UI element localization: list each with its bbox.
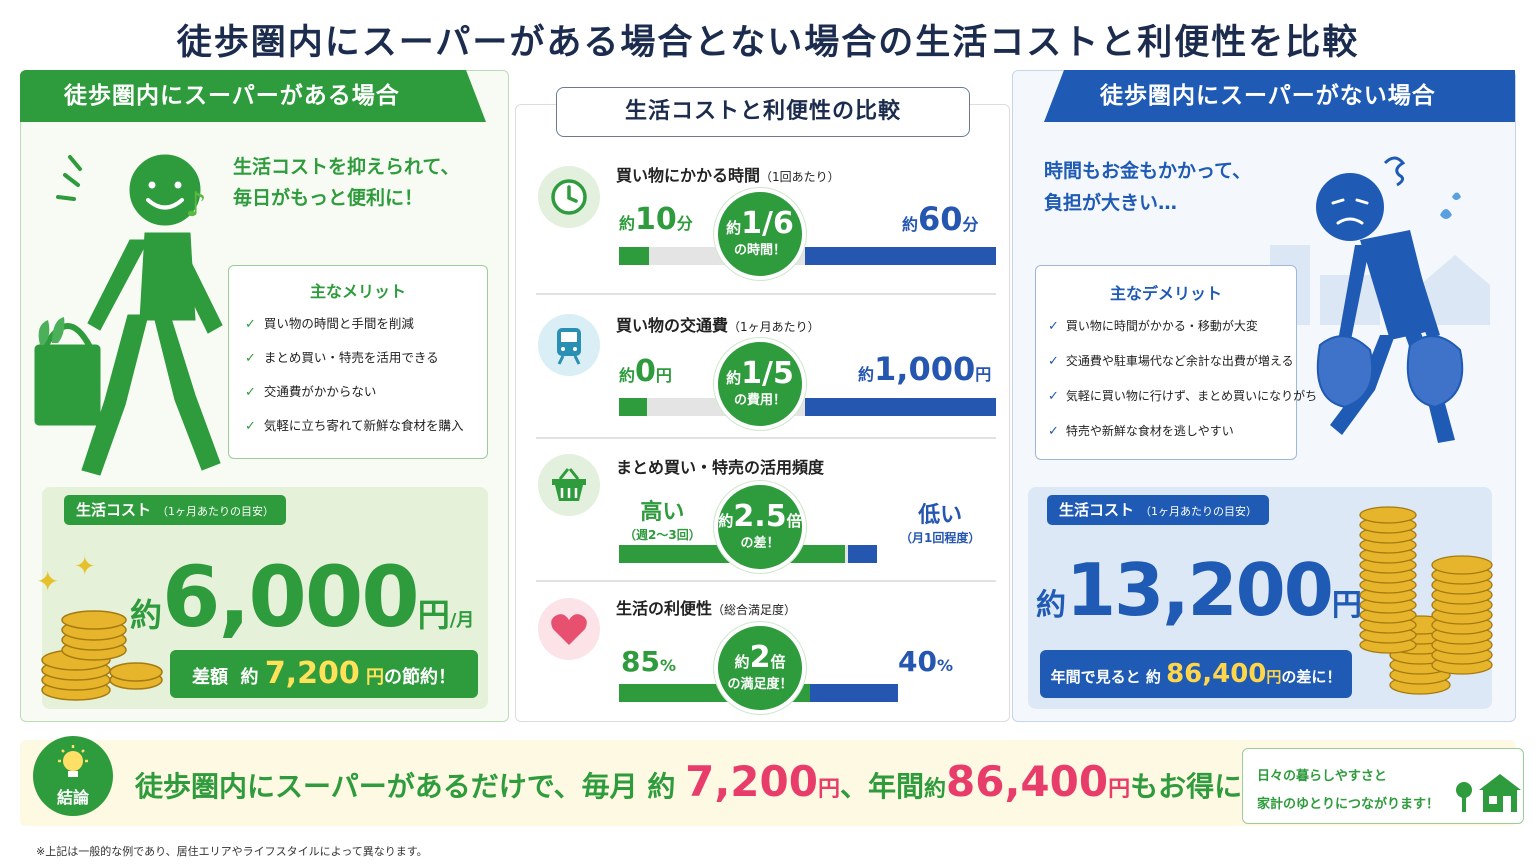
convenience-right-value: 40% <box>898 645 953 678</box>
house-icon <box>1456 774 1521 812</box>
comparison-header: 生活コストと利便性の比較 <box>556 87 970 137</box>
bulk-right-value: 低い （月1回程度） <box>900 503 981 545</box>
train-icon <box>538 314 600 376</box>
sweat-icon <box>1440 192 1461 219</box>
check-icon: ✓ <box>245 385 256 400</box>
transport-right-value: 約1,000円 <box>858 350 992 388</box>
divider <box>536 437 996 439</box>
right-panel-header: 徒歩圏内にスーパーがない場合 <box>1044 70 1515 122</box>
row-title-transport: 買い物の交通費（1ヶ月あたり） <box>616 316 820 335</box>
list-item: ✓ まとめ買い・特売を活用できる <box>245 350 439 366</box>
check-icon: ✓ <box>245 419 256 434</box>
check-icon: ✓ <box>1048 319 1059 334</box>
time-left-value: 約10分 <box>619 202 693 237</box>
divider <box>536 580 996 582</box>
bar-right-time <box>805 247 996 265</box>
right-cost-value: 約13,200円/月 <box>1036 548 1384 632</box>
footnote: ※上記は一般的な例であり、居住エリアやライフスタイルによって異なります。 <box>36 845 428 858</box>
sparkle-icon: ✦ <box>74 552 96 582</box>
transport-left-value: 約0円 <box>619 354 672 389</box>
conclusion-text: 徒歩圏内にスーパーがあるだけで、毎月 約 7,200円、年間約86,400円もお… <box>135 757 1271 806</box>
right-annual-diff-banner: 年間で見ると 約 86,400円の差に！ <box>1040 650 1352 698</box>
left-cost-label: 生活コスト （1ヶ月あたりの目安） <box>64 495 287 525</box>
page-title: 徒歩圏内にスーパーがある場合とない場合の生活コストと利便性を比較 <box>176 23 1360 63</box>
coin-stack-icon <box>41 610 163 701</box>
basket-icon <box>538 454 600 516</box>
list-item: ✓ 気軽に買い物に行けず、まとめ買いになりがち <box>1048 389 1318 404</box>
ratio-badge-bulk: 約2.5倍 の差！ <box>714 481 806 573</box>
list-item: ✓ 交通費や駐車場代など余計な出費が増える <box>1048 354 1294 369</box>
bar-right-bulk <box>848 545 877 563</box>
music-note-icon: ♪ <box>185 185 207 225</box>
coin-stack-icon <box>1359 506 1493 695</box>
right-slogan: 時間もお金もかかって、 負担が大きい… <box>1044 160 1252 214</box>
list-item: ✓ 買い物の時間と手間を削減 <box>245 316 414 332</box>
list-item: ✓ 買い物に時間がかかる・移動が大変 <box>1048 319 1258 334</box>
row-title-convenience: 生活の利便性（総合満足度） <box>616 599 797 618</box>
left-panel-header: 徒歩圏内にスーパーがある場合 <box>20 70 486 122</box>
dizzy-icon <box>1383 156 1406 187</box>
bar-left-time <box>619 247 649 265</box>
happy-walker-figure <box>34 154 223 476</box>
list-item: ✓ 気軽に立ち寄れて新鮮な食材を購入 <box>245 418 464 434</box>
ratio-badge-convenience: 約2倍 の満足度！ <box>714 622 806 714</box>
clock-icon <box>538 166 600 228</box>
row-title-time: 買い物にかかる時間（1回あたり） <box>616 166 840 185</box>
check-icon: ✓ <box>245 351 256 366</box>
demerits-list: ✓ 買い物に時間がかかる・移動が大変 ✓ 交通費や駐車場代など余計な出費が増える ✓… <box>1048 316 1317 456</box>
demerits-title: 主なデメリット <box>1109 284 1222 303</box>
left-savings-banner: 差額 約 7,200 円の節約！ <box>170 650 478 698</box>
heart-icon <box>538 598 600 660</box>
conclusion-badge: 結論 <box>33 736 113 816</box>
tired-walker-figure <box>1316 156 1464 443</box>
check-icon: ✓ <box>1048 389 1059 404</box>
bar-left-transport <box>619 398 647 416</box>
list-item: ✓ 特売や新鮮な食材を逃しやすい <box>1048 424 1234 439</box>
row-title-bulk-buying: まとめ買い・特売の活用頻度 <box>616 458 825 477</box>
check-icon: ✓ <box>1048 354 1059 369</box>
divider <box>536 293 996 295</box>
ratio-badge-transport: 約1/5 の費用！ <box>714 338 806 430</box>
merits-title: 主なメリット <box>309 282 406 301</box>
demerits-box: 主なデメリット ✓ 買い物に時間がかかる・移動が大変 ✓ 交通費や駐車場代など余計な… <box>1035 265 1317 460</box>
conclusion-note: 日々の暮らしやすさと 家計のゆとりにつながります！ <box>1242 748 1524 824</box>
check-icon: ✓ <box>1048 424 1059 439</box>
merits-box: 主なメリット ✓ 買い物の時間と手間を削減 ✓ まとめ買い・特売を活用できる ✓ 交通… <box>228 265 488 459</box>
merits-list: ✓ 買い物の時間と手間を削減 ✓ まとめ買い・特売を活用できる ✓ 交通費がかからない… <box>245 314 464 450</box>
left-slogan: 生活コストを抑えられて、 毎日がもっと便利に！ <box>233 156 460 209</box>
time-right-value: 約60分 <box>902 200 979 238</box>
lightbulb-icon <box>58 745 88 777</box>
check-icon: ✓ <box>245 317 256 332</box>
bar-right-transport <box>805 398 996 416</box>
right-cost-label: 生活コスト （1ヶ月あたりの目安） <box>1047 495 1270 525</box>
bar-right-convenience <box>810 684 898 702</box>
list-item: ✓ 交通費がかからない <box>245 384 377 400</box>
ratio-badge-time: 約1/6 の時間！ <box>714 188 806 280</box>
left-cost-value: 約6,000円/月 <box>130 548 475 646</box>
bulk-left-value: 高い （週2〜3回） <box>624 500 701 542</box>
convenience-left-value: 85% <box>621 645 676 678</box>
sparkle-icon: ✦ <box>36 565 60 598</box>
